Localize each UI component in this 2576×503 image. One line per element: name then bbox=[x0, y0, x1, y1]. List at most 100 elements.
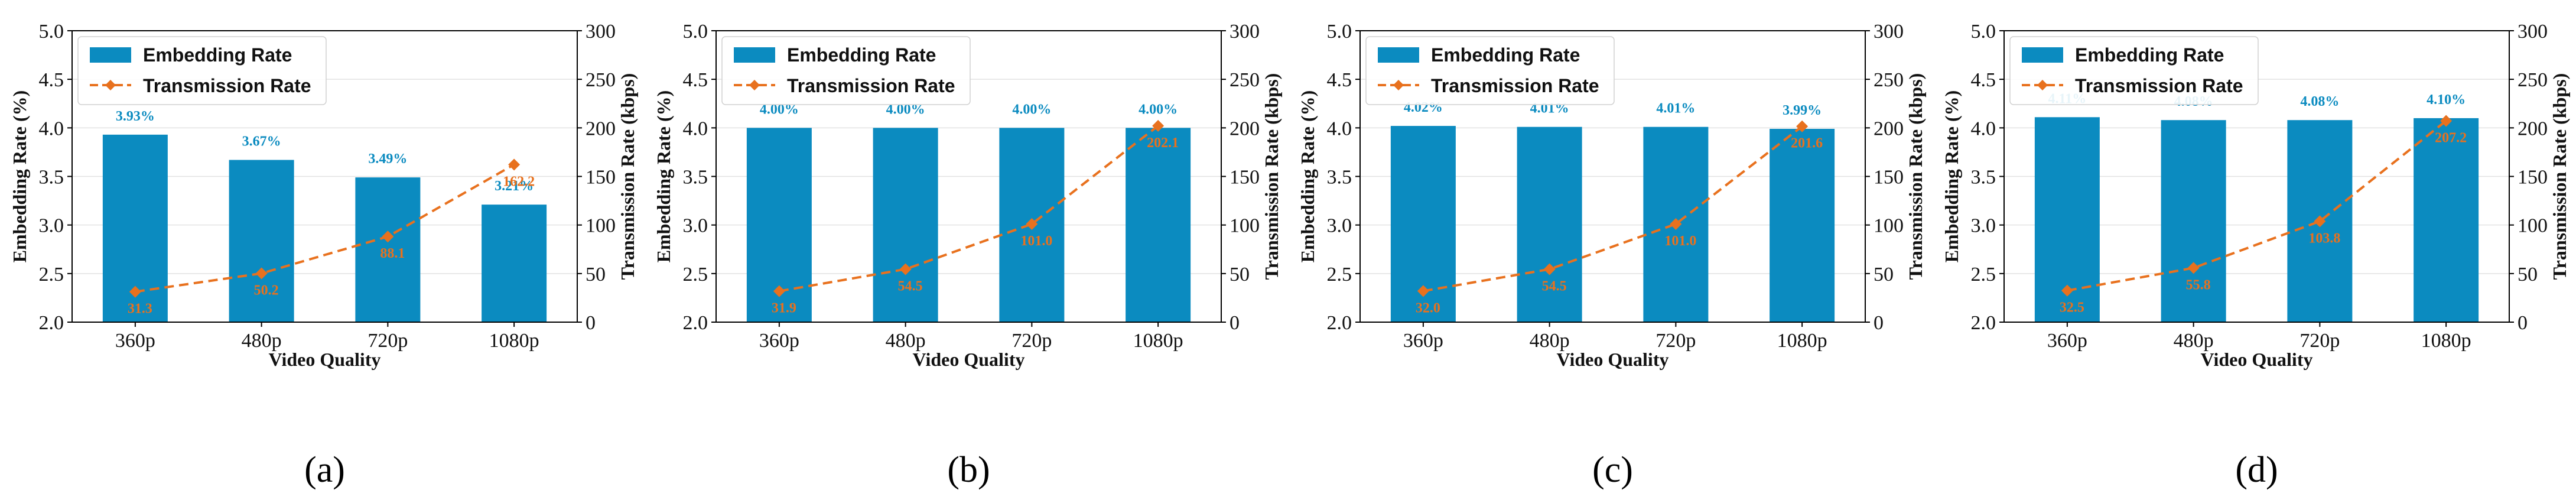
y2-tick-label: 0 bbox=[2518, 312, 2528, 334]
y2-tick-label: 0 bbox=[1874, 312, 1884, 334]
legend-marker-transmission bbox=[105, 80, 116, 90]
bar-value-label: 4.08% bbox=[2300, 94, 2339, 109]
series-line-transmission bbox=[779, 125, 1159, 293]
y2-tick-label: 150 bbox=[586, 167, 616, 189]
y-tick-label: 2.0 bbox=[1327, 312, 1352, 334]
line-value-label: 31.9 bbox=[772, 301, 796, 316]
y-tick-label: 2.5 bbox=[1327, 264, 1352, 285]
line-value-label: 55.8 bbox=[2186, 277, 2211, 293]
bar-embedding-1080p bbox=[482, 205, 547, 322]
y-axis-label: Embedding Rate (%) bbox=[653, 90, 674, 263]
legend-label-embedding: Embedding Rate bbox=[2075, 44, 2224, 66]
line-value-label: 88.1 bbox=[380, 246, 405, 261]
legend-swatch-embedding bbox=[90, 47, 131, 63]
point-transmission-720p bbox=[382, 231, 394, 243]
bar-embedding-480p bbox=[2161, 120, 2226, 323]
y-tick-label: 2.5 bbox=[39, 264, 64, 285]
legend-marker-transmission bbox=[1393, 80, 1404, 90]
legend-swatch-embedding bbox=[2022, 47, 2063, 63]
y2-axis-label: Transmission Rate (kbps) bbox=[617, 73, 638, 280]
legend-box bbox=[721, 36, 971, 105]
point-transmission-360p bbox=[129, 285, 141, 298]
line-value-label: 32.0 bbox=[1416, 300, 1440, 316]
y-tick-label: 5.0 bbox=[683, 21, 708, 43]
bar-value-label: 4.00% bbox=[1012, 102, 1051, 117]
line-value-label: 162.2 bbox=[503, 174, 535, 189]
y2-tick-label: 50 bbox=[2518, 264, 2538, 285]
line-value-label: 103.8 bbox=[2308, 231, 2340, 246]
y2-tick-label: 300 bbox=[2518, 21, 2548, 43]
point-transmission-1080p bbox=[1152, 119, 1165, 132]
x-axis-label: Video Quality bbox=[2201, 349, 2313, 370]
y-tick-label: 2.0 bbox=[683, 312, 708, 334]
point-transmission-1080p bbox=[1796, 120, 1809, 132]
x-tick-label: 480p bbox=[242, 330, 282, 352]
x-axis-label: Video Quality bbox=[913, 349, 1025, 370]
y-tick-label: 2.5 bbox=[1971, 264, 1996, 285]
bar-value-label: 3.99% bbox=[1783, 103, 1822, 118]
x-tick-label: 720p bbox=[1011, 330, 1052, 352]
y2-tick-label: 200 bbox=[2518, 118, 2548, 139]
y-axis-label: Embedding Rate (%) bbox=[1941, 90, 1962, 263]
x-tick-label: 720p bbox=[1655, 330, 1696, 352]
y2-tick-label: 50 bbox=[1874, 264, 1894, 285]
y2-tick-label: 100 bbox=[1874, 215, 1904, 237]
y-tick-label: 5.0 bbox=[1327, 21, 1352, 43]
series-line-transmission bbox=[1423, 125, 1803, 293]
bar-embedding-1080p bbox=[2414, 118, 2479, 322]
legend-box bbox=[2009, 36, 2259, 105]
chart-panel-a: 3.93% 3.67% 3.49% 3.21% 31.3 50.2 88.1 162.2 2.0… bbox=[9, 21, 638, 490]
point-transmission-720p bbox=[2314, 215, 2326, 228]
legend-label-embedding: Embedding Rate bbox=[1431, 44, 1580, 66]
x-tick-label: 360p bbox=[1403, 330, 1443, 352]
x-tick-label: 480p bbox=[2174, 330, 2214, 352]
y2-tick-label: 300 bbox=[586, 21, 616, 43]
x-tick-label: 1080p bbox=[1133, 330, 1183, 352]
y2-tick-label: 150 bbox=[2518, 167, 2548, 189]
point-transmission-1080p bbox=[508, 158, 521, 171]
y2-axis-label: Transmission Rate (kbps) bbox=[1261, 73, 1282, 280]
y2-axis-label: Transmission Rate (kbps) bbox=[1905, 73, 1926, 280]
point-transmission-360p bbox=[2061, 284, 2073, 297]
bar-embedding-480p bbox=[229, 160, 294, 322]
bar-embedding-720p bbox=[355, 177, 421, 322]
line-value-label: 202.1 bbox=[1147, 135, 1179, 151]
panel-caption: (d) bbox=[2235, 450, 2278, 490]
y-tick-label: 4.5 bbox=[39, 69, 64, 91]
panel-caption: (a) bbox=[304, 450, 345, 490]
y2-tick-label: 200 bbox=[1874, 118, 1904, 139]
y2-tick-label: 0 bbox=[586, 312, 596, 334]
x-tick-label: 720p bbox=[367, 330, 408, 352]
x-axis-label: Video Quality bbox=[1557, 349, 1669, 370]
point-transmission-720p bbox=[1026, 218, 1038, 231]
y-axis-label: Embedding Rate (%) bbox=[9, 90, 30, 263]
bar-value-label: 3.21% bbox=[495, 179, 534, 194]
bar-embedding-480p bbox=[1517, 126, 1582, 322]
y-tick-label: 2.0 bbox=[1971, 312, 1996, 334]
y-tick-label: 4.5 bbox=[1971, 69, 1996, 91]
legend-label-transmission: Transmission Rate bbox=[143, 75, 311, 96]
point-transmission-720p bbox=[1670, 218, 1682, 231]
y2-tick-label: 250 bbox=[1230, 69, 1260, 91]
x-tick-label: 480p bbox=[1530, 330, 1570, 352]
legend-label-embedding: Embedding Rate bbox=[143, 44, 292, 66]
point-transmission-1080p bbox=[2440, 115, 2453, 127]
line-value-label: 31.3 bbox=[128, 301, 152, 317]
bar-embedding-1080p bbox=[1770, 128, 1835, 322]
y-tick-label: 4.0 bbox=[683, 118, 708, 139]
y-tick-label: 3.5 bbox=[683, 167, 708, 189]
legend-box bbox=[77, 36, 327, 105]
legend-label-transmission: Transmission Rate bbox=[787, 75, 955, 96]
legend-swatch-embedding bbox=[1378, 47, 1419, 63]
legend-marker-transmission bbox=[2037, 80, 2048, 90]
legend-label-embedding: Embedding Rate bbox=[787, 44, 936, 66]
panel-caption: (c) bbox=[1592, 450, 1633, 490]
y2-tick-label: 100 bbox=[586, 215, 616, 237]
y2-tick-label: 250 bbox=[586, 69, 616, 91]
legend-box bbox=[1365, 36, 1615, 105]
x-tick-label: 1080p bbox=[2421, 330, 2471, 352]
bar-embedding-1080p bbox=[1126, 128, 1191, 323]
y-tick-label: 3.0 bbox=[39, 215, 64, 237]
y2-tick-label: 100 bbox=[1230, 215, 1260, 237]
y-tick-label: 3.5 bbox=[1327, 167, 1352, 189]
